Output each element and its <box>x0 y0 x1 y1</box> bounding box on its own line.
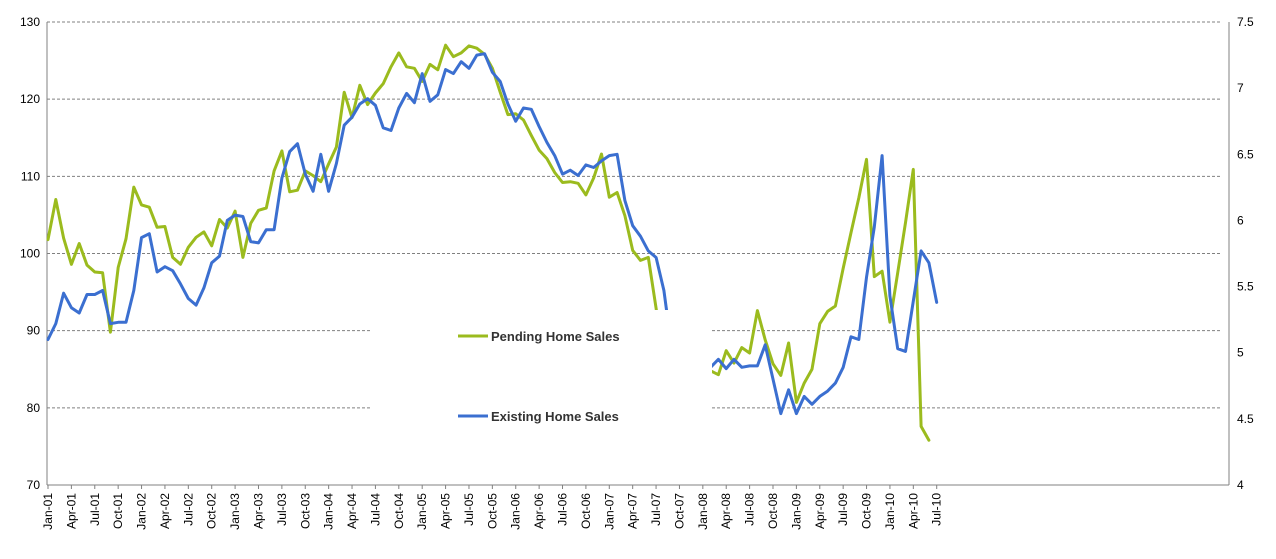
y-tick-label: 110 <box>21 169 40 183</box>
x-tick-label: Oct-02 <box>205 493 219 529</box>
y-tick-label: 120 <box>20 92 40 106</box>
x-axis-tick-labels: Jan-01 Apr-01 Jul-01 Oct-01 Jan-02 Apr-02 Jul-… <box>41 493 944 530</box>
x-tick-label: Jan-03 <box>228 493 242 530</box>
y-right-tick-label: 7.5 <box>1237 15 1254 29</box>
y-tick-label: 130 <box>20 15 40 29</box>
right-y-axis-tick-labels: 4 4.5 5 5.5 6 6.5 7 7.5 <box>1237 15 1254 492</box>
x-tick-label: Oct-03 <box>298 493 312 529</box>
x-tick-label: Oct-06 <box>579 493 593 529</box>
x-tick-label: Oct-01 <box>111 493 125 529</box>
x-tick-label: Jul-02 <box>181 493 195 526</box>
legend-label-pending-home-sales: Pending Home Sales <box>491 329 620 344</box>
x-tick-label: Apr-06 <box>532 493 546 529</box>
y-right-tick-label: 6 <box>1237 213 1244 227</box>
x-tick-label: Jul-03 <box>275 493 289 526</box>
x-tick-label: Jan-09 <box>789 493 803 530</box>
x-tick-label: Apr-05 <box>439 493 453 529</box>
x-tick-label: Jul-07 <box>649 493 663 526</box>
x-tick-label: Apr-02 <box>158 493 172 529</box>
x-tick-label: Apr-04 <box>345 493 359 529</box>
y-tick-label: 90 <box>27 324 41 338</box>
x-tick-label: Jul-04 <box>368 493 382 526</box>
y-right-tick-label: 5 <box>1237 346 1244 360</box>
series-line-existing-home-sales <box>46 52 939 416</box>
y-tick-label: 70 <box>27 478 41 492</box>
y-right-tick-label: 7 <box>1237 81 1244 95</box>
x-tick-label: Oct-09 <box>860 493 874 529</box>
legend-background <box>372 310 712 446</box>
x-tick-label: Jan-05 <box>415 493 429 530</box>
x-tick-label: Jan-02 <box>135 493 149 530</box>
x-tick-label: Jan-04 <box>322 493 336 530</box>
x-tick-label: Apr-01 <box>64 493 78 529</box>
axes <box>46 22 1230 489</box>
left-y-axis-tick-labels: 70 80 90 100 110 120 130 <box>20 15 40 492</box>
x-tick-label: Oct-04 <box>392 493 406 529</box>
y-right-tick-label: 4.5 <box>1237 412 1254 426</box>
x-tick-label: Oct-07 <box>672 493 686 529</box>
x-tick-label: Apr-10 <box>906 493 920 529</box>
legend: Pending Home Sales Existing Home Sales <box>372 310 712 446</box>
x-tick-label: Jul-01 <box>88 493 102 526</box>
x-tick-label: Jul-05 <box>462 493 476 526</box>
x-tick-label: Jul-06 <box>556 493 570 526</box>
x-tick-label: Oct-08 <box>766 493 780 529</box>
x-tick-label: Apr-09 <box>813 493 827 529</box>
y-right-tick-label: 5.5 <box>1237 280 1254 294</box>
x-tick-label: Jan-08 <box>696 493 710 530</box>
y-tick-label: 100 <box>20 247 40 261</box>
legend-label-existing-home-sales: Existing Home Sales <box>491 409 619 424</box>
y-right-tick-label: 6.5 <box>1237 147 1254 161</box>
x-tick-label: Jan-10 <box>883 493 897 530</box>
y-tick-label: 80 <box>27 401 41 415</box>
x-tick-label: Apr-08 <box>719 493 733 529</box>
x-tick-label: Oct-05 <box>485 493 499 529</box>
x-tick-label: Jan-06 <box>509 493 523 530</box>
x-tick-label: Apr-07 <box>626 493 640 529</box>
series-lines <box>46 43 939 442</box>
x-tick-label: Jul-09 <box>836 493 850 526</box>
x-tick-label: Jan-01 <box>41 493 55 530</box>
y-right-tick-label: 4 <box>1237 478 1244 492</box>
x-tick-label: Apr-03 <box>251 493 265 529</box>
x-tick-label: Jan-07 <box>602 493 616 530</box>
x-tick-label: Jul-10 <box>930 493 944 526</box>
x-tick-label: Jul-08 <box>743 493 757 526</box>
